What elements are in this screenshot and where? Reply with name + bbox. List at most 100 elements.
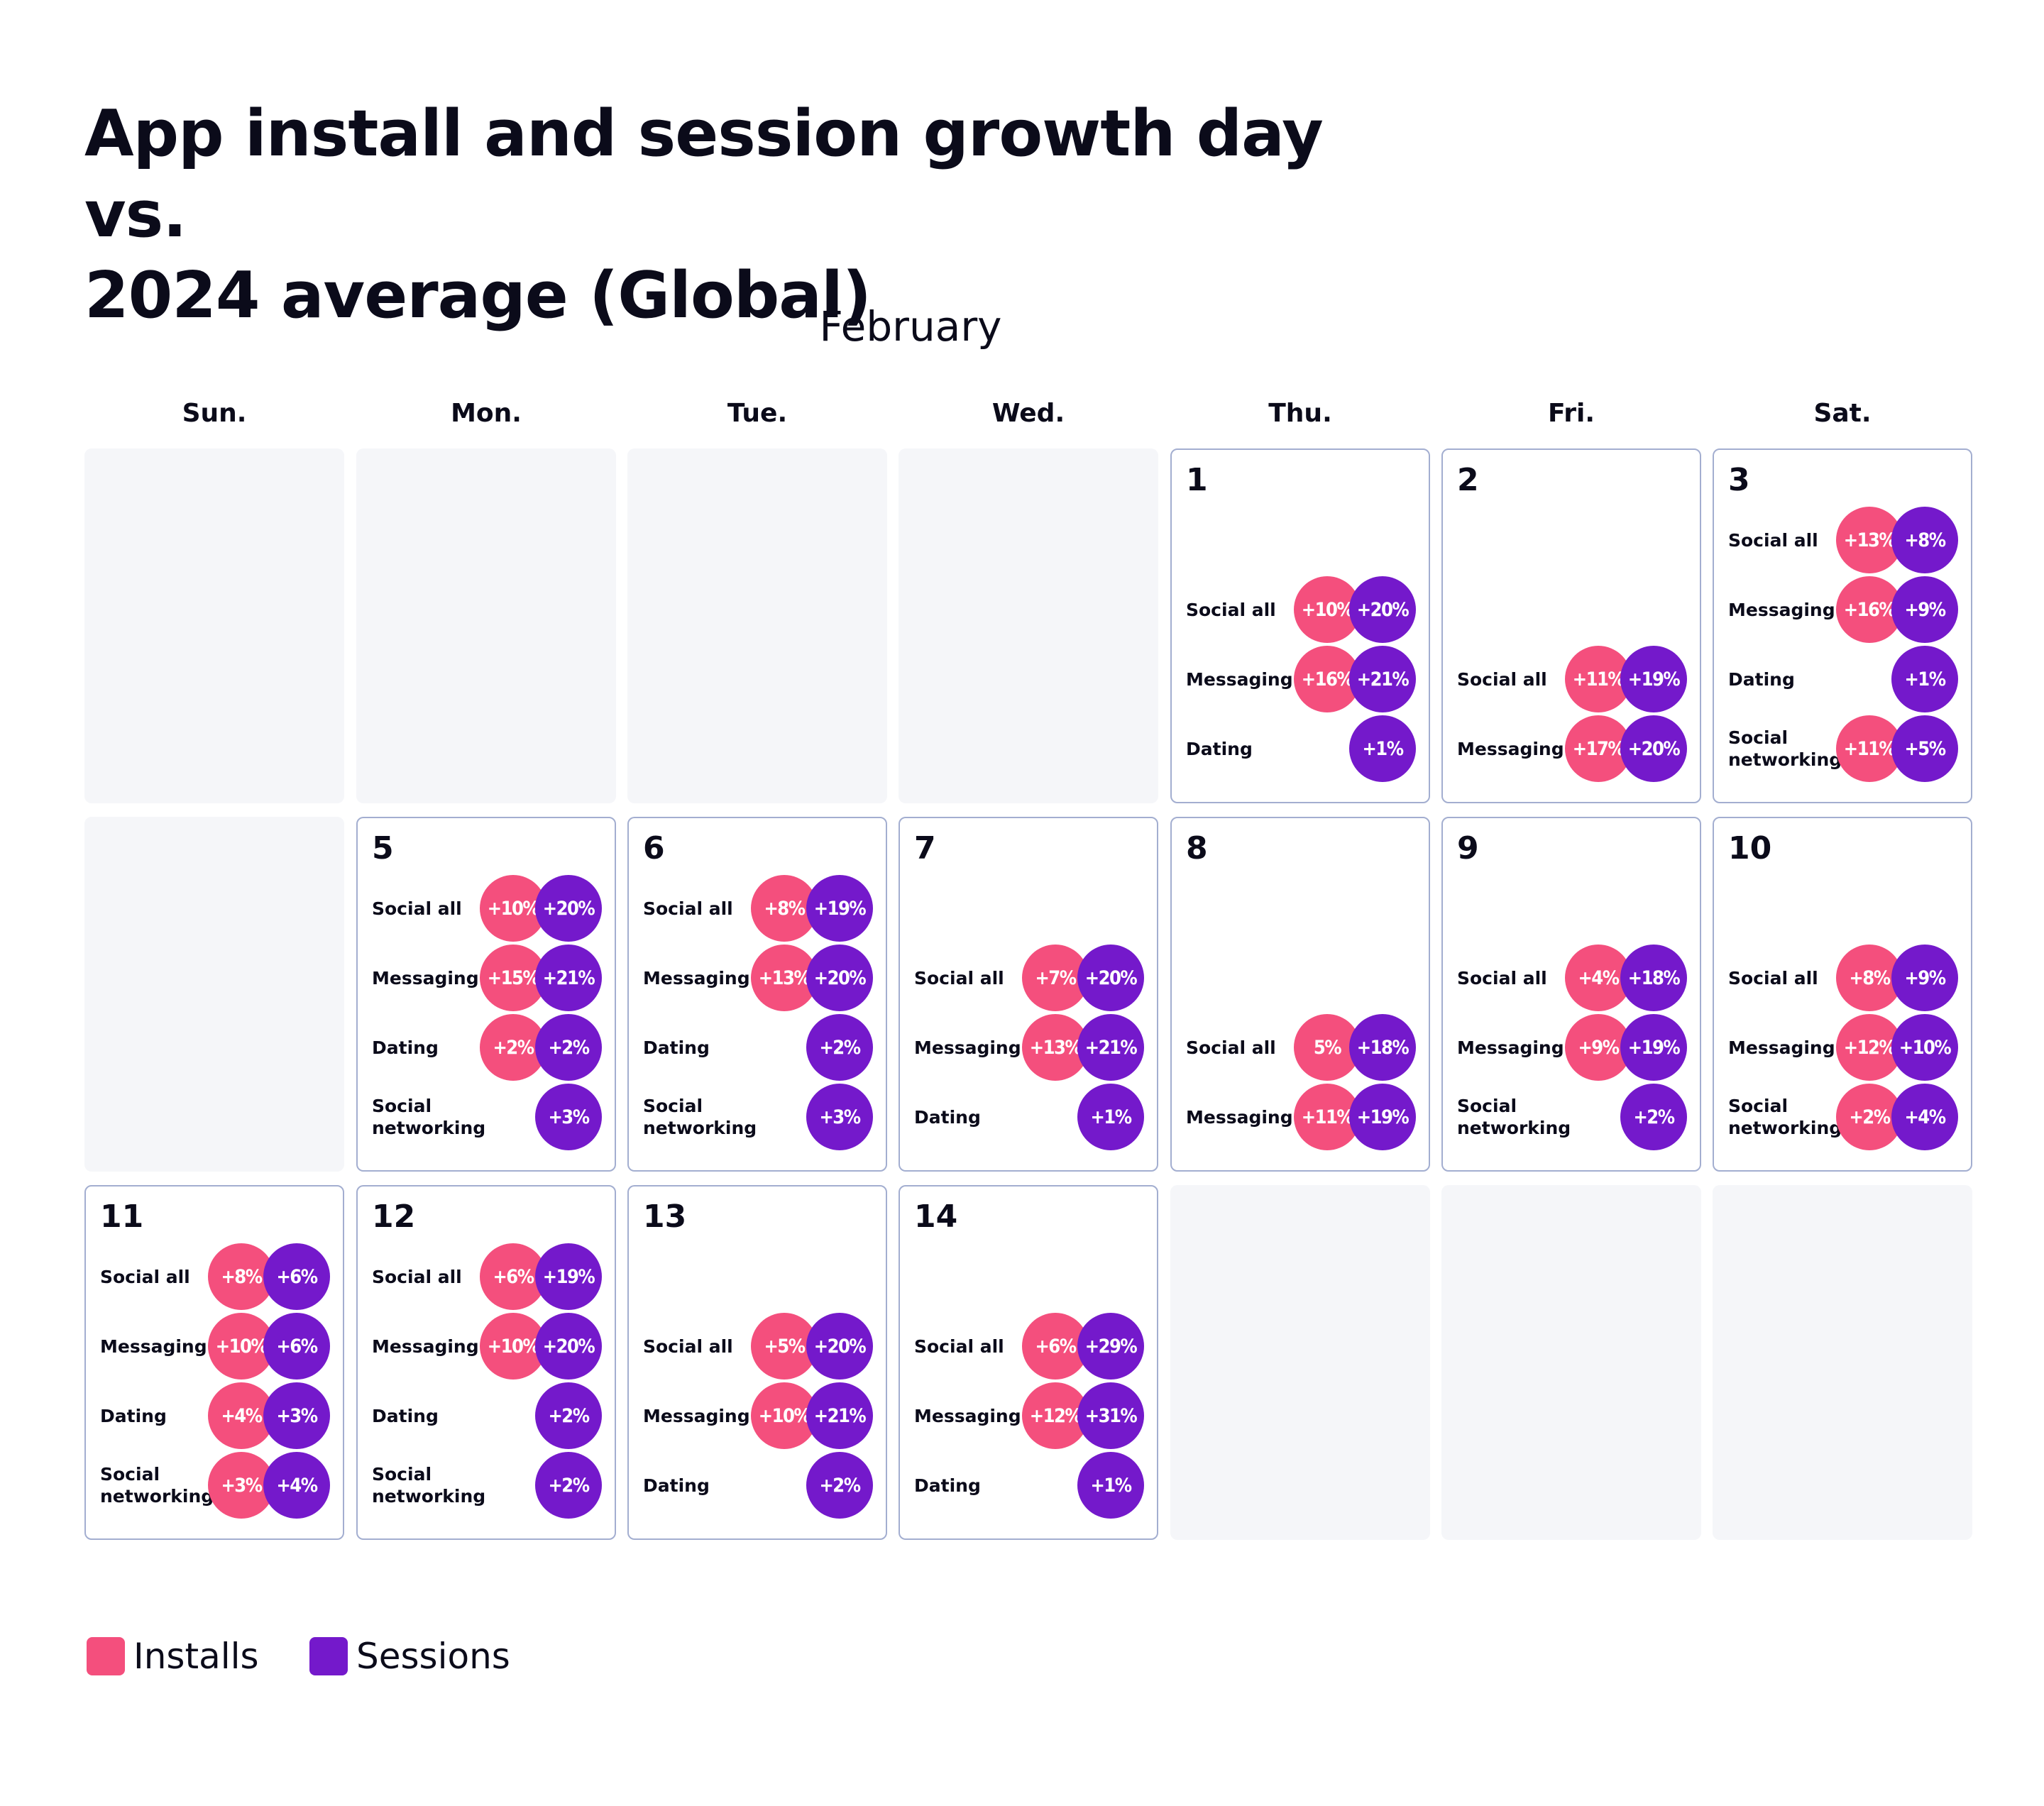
sessions-bubble: +2% — [535, 1014, 602, 1081]
category-label: Dating — [1186, 738, 1253, 759]
category-label: Messaging — [1728, 1037, 1835, 1058]
day-cell-3: 3 Social all +13% +8% Messaging +16% +9% Dating… — [1713, 448, 1972, 803]
sessions-bubble: +5% — [1891, 715, 1958, 782]
sessions-bubble: +20% — [535, 1313, 602, 1380]
chart-title: App install and session growth day vs. 2… — [84, 94, 1433, 336]
category-row: Messaging +13% +20% — [629, 943, 886, 1013]
day-number: 14 — [914, 1199, 958, 1235]
sessions-legend-label: Sessions — [356, 1636, 510, 1677]
day-cell-12: 12 Social all +6% +19% Messaging +10% +20% Dati… — [356, 1185, 616, 1540]
installs-bubble: +6% — [480, 1243, 546, 1310]
weekday-header: Fri. — [1547, 399, 1595, 428]
category-row: Social all +5% +20% — [629, 1311, 886, 1381]
category-row: Messaging +17% +20% — [1443, 714, 1700, 783]
category-label: Social all — [1457, 967, 1547, 989]
category-row: Social all +8% +9% — [1714, 943, 1971, 1013]
category-row: Social networking +3% — [629, 1082, 886, 1152]
sessions-bubble: +31% — [1077, 1382, 1144, 1449]
category-row: Social all +11% +19% — [1443, 644, 1700, 714]
category-label: Dating — [643, 1037, 710, 1058]
category-row: Messaging +10% +20% — [358, 1311, 615, 1381]
category-row: Messaging +10% +21% — [629, 1381, 886, 1450]
day-cell-2: 2 Social all +11% +19% Messaging +17% +20% — [1441, 448, 1701, 803]
sessions-bubble: +20% — [806, 945, 873, 1011]
category-row: Social all +4% +18% — [1443, 943, 1700, 1013]
category-label: Messaging — [372, 967, 479, 989]
category-row: Dating +2% — [629, 1013, 886, 1082]
category-row: Social all +8% +19% — [629, 874, 886, 943]
category-label: Dating — [1728, 668, 1795, 690]
category-row: Social all +10% +20% — [1172, 575, 1429, 644]
sessions-bubble: +3% — [263, 1382, 330, 1449]
sessions-bubble: +19% — [535, 1243, 602, 1310]
sessions-bubble: +4% — [1891, 1084, 1958, 1150]
empty-day-cell — [84, 817, 344, 1172]
day-number: 7 — [914, 830, 936, 866]
category-label: Messaging — [643, 1405, 750, 1426]
category-label: Social all — [372, 898, 462, 919]
category-row: Messaging +12% +31% — [900, 1381, 1157, 1450]
category-label: Social all — [1186, 1037, 1276, 1058]
category-row: Dating +1% — [900, 1450, 1157, 1520]
category-label: Messaging — [914, 1405, 1021, 1426]
weekday-header: Sun. — [182, 399, 247, 428]
category-label: Social all — [1728, 967, 1818, 989]
category-row: Social all +13% +8% — [1714, 505, 1971, 575]
sessions-bubble: +2% — [535, 1382, 602, 1449]
legend-installs: Installs — [87, 1636, 259, 1676]
category-label: Messaging — [914, 1037, 1021, 1058]
sessions-bubble: +2% — [1620, 1084, 1687, 1150]
sessions-bubble: +18% — [1349, 1014, 1416, 1081]
installs-bubble: +11% — [1294, 1084, 1361, 1150]
day-number: 12 — [372, 1199, 416, 1235]
category-row: Dating +1% — [900, 1082, 1157, 1152]
category-row: Dating +1% — [1714, 644, 1971, 714]
sessions-bubble: +9% — [1891, 576, 1958, 643]
category-label: Social networking — [1728, 1096, 1842, 1138]
chart-title-line-2: 2024 average (Global) — [84, 258, 872, 333]
category-label: Social networking — [372, 1096, 486, 1138]
category-row: Social all +10% +20% — [358, 874, 615, 943]
sessions-bubble: +2% — [806, 1014, 873, 1081]
day-cell-10: 10 Social all +8% +9% Messaging +12% +10% Socia… — [1713, 817, 1972, 1172]
category-label: Messaging — [643, 967, 750, 989]
day-number: 6 — [643, 830, 665, 866]
category-label: Social all — [100, 1266, 190, 1287]
category-row: Social all +6% +29% — [900, 1311, 1157, 1381]
category-row: Messaging +11% +19% — [1172, 1082, 1429, 1152]
sessions-bubble: +1% — [1349, 715, 1416, 782]
sessions-bubble: +19% — [1620, 646, 1687, 712]
sessions-bubble: +3% — [806, 1084, 873, 1150]
category-row: Social networking +2% — [358, 1450, 615, 1520]
day-number: 11 — [100, 1199, 144, 1235]
category-row: Social networking +11% +5% — [1714, 714, 1971, 783]
installs-bubble: +2% — [1836, 1084, 1903, 1150]
category-row: Social networking +2% +4% — [1714, 1082, 1971, 1152]
sessions-bubble: +19% — [1620, 1014, 1687, 1081]
empty-day-cell — [1441, 1185, 1701, 1540]
installs-swatch — [87, 1637, 125, 1675]
category-label: Dating — [914, 1475, 981, 1496]
category-label: Messaging — [1728, 599, 1835, 620]
category-row: Dating +2% — [358, 1381, 615, 1450]
sessions-bubble: +21% — [1077, 1014, 1144, 1081]
sessions-bubble: +1% — [1077, 1452, 1144, 1519]
category-row: Social networking +2% — [1443, 1082, 1700, 1152]
sessions-bubble: +20% — [1077, 945, 1144, 1011]
category-label: Messaging — [1457, 738, 1564, 759]
empty-day-cell — [899, 448, 1158, 803]
weekday-header: Sat. — [1813, 399, 1872, 428]
day-number: 9 — [1457, 830, 1479, 866]
sessions-bubble: +21% — [535, 945, 602, 1011]
category-row: Dating +4% +3% — [86, 1381, 343, 1450]
category-row: Messaging +16% +9% — [1714, 575, 1971, 644]
sessions-bubble: +2% — [806, 1452, 873, 1519]
category-label: Social all — [914, 1336, 1004, 1357]
category-label: Social networking — [643, 1096, 757, 1138]
installs-legend-label: Installs — [133, 1636, 259, 1677]
sessions-bubble: +21% — [1349, 646, 1416, 712]
category-label: Social all — [643, 898, 733, 919]
day-cell-9: 9 Social all +4% +18% Messaging +9% +19% Social… — [1441, 817, 1701, 1172]
category-row: Social networking +3% +4% — [86, 1450, 343, 1520]
category-row: Messaging +10% +6% — [86, 1311, 343, 1381]
